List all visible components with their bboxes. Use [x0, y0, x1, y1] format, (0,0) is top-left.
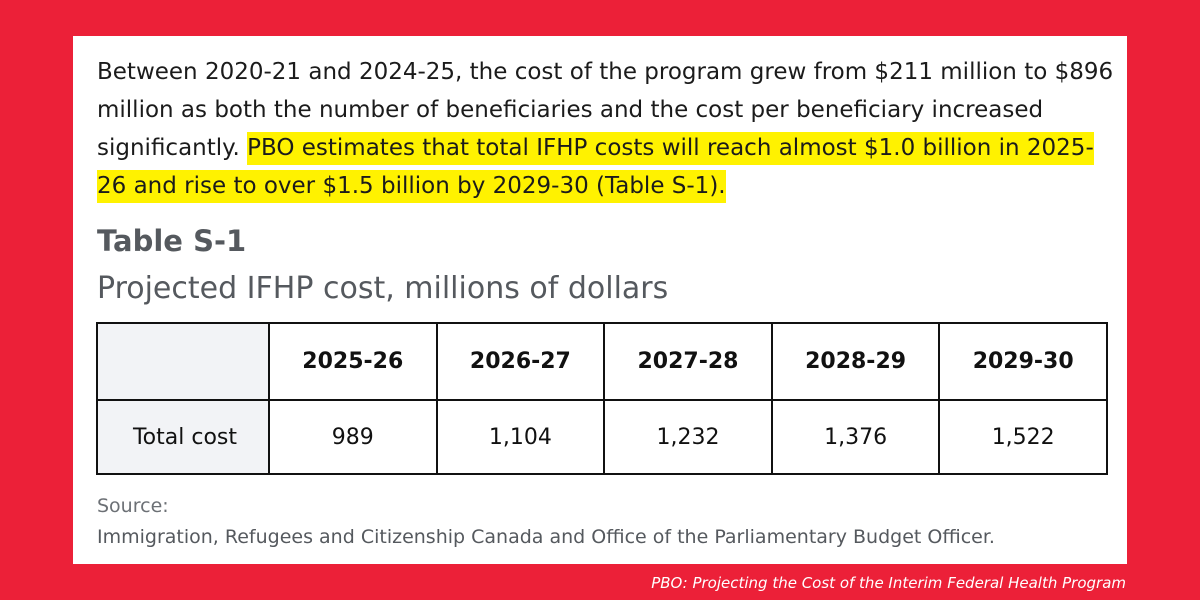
column-header: 2028-29 [770, 322, 941, 401]
table-cell: 1,104 [435, 399, 606, 475]
table-row: Total cost 989 1,104 1,232 1,376 1,522 [96, 399, 1108, 475]
column-header: 2029-30 [938, 322, 1108, 401]
highlighted-text: PBO estimates that total IFHP costs will… [97, 132, 1094, 203]
table-label: Table S-1 [97, 224, 247, 258]
source-text: Immigration, Refugees and Citizenship Ca… [97, 526, 995, 548]
column-header: 2025-26 [268, 322, 438, 401]
table-cell: 989 [268, 399, 438, 475]
document-card: Between 2020-21 and 2024-25, the cost of… [73, 36, 1127, 564]
table-cell: 1,232 [603, 399, 773, 475]
column-header: 2027-28 [603, 322, 773, 401]
paragraph-text: Between 2020-21 and 2024-25, the cost of… [97, 59, 1114, 161]
table-cell: 1,376 [770, 399, 941, 475]
table-corner-cell [96, 322, 270, 401]
table-cell: 1,522 [938, 399, 1108, 475]
row-label: Total cost [96, 399, 270, 475]
body-paragraph: Between 2020-21 and 2024-25, the cost of… [97, 53, 1117, 205]
table-header-row: 2025-26 2026-27 2027-28 2028-29 2029-30 [96, 322, 1108, 401]
source-label: Source: [97, 495, 169, 517]
cost-table: 2025-26 2026-27 2027-28 2028-29 2029-30 … [96, 322, 1108, 475]
image-caption: PBO: Projecting the Cost of the Interim … [651, 574, 1126, 592]
table-title: Projected IFHP cost, millions of dollars [97, 271, 669, 306]
column-header: 2026-27 [435, 322, 606, 401]
